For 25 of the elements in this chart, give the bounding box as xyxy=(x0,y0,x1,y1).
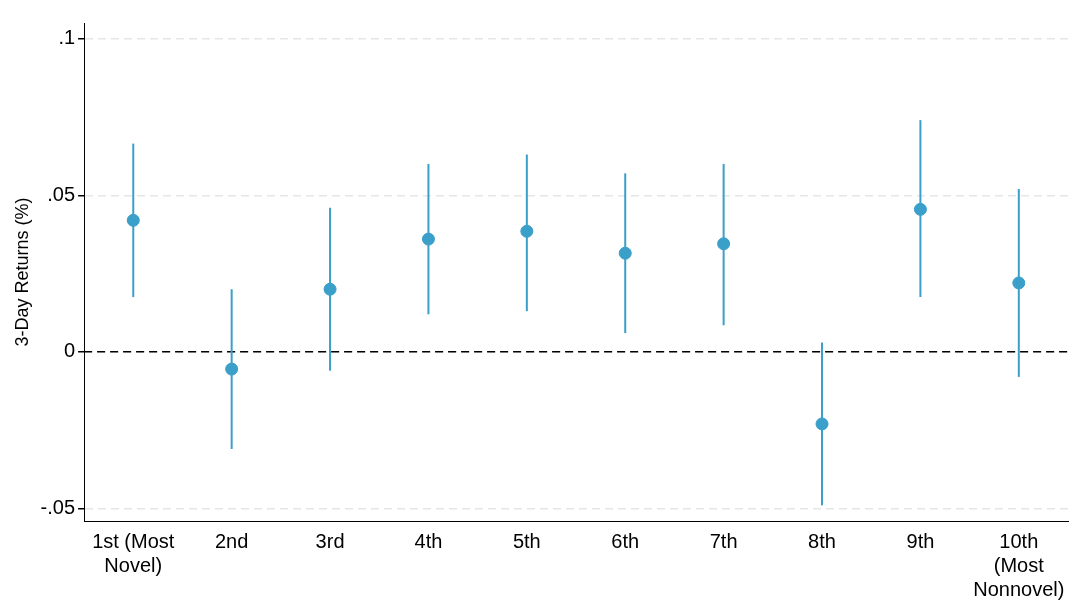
point xyxy=(815,417,829,431)
x-tick-label: 1st (Most Novel) xyxy=(92,529,175,576)
point xyxy=(520,224,534,238)
x-tick-label: 10th (Most Nonnovel) xyxy=(973,529,1065,600)
point xyxy=(126,213,140,227)
point xyxy=(1012,276,1026,290)
x-tick-label: 3rd xyxy=(315,529,345,552)
x-tick-label: 6th xyxy=(611,529,640,552)
x-tick-label: 4th xyxy=(414,529,443,552)
x-tick-label: 7th xyxy=(709,529,738,552)
y-tick-label: .05 xyxy=(47,182,76,205)
x-tick-label: 8th xyxy=(808,529,836,552)
point xyxy=(913,202,927,216)
y-axis-title: 3-Day Returns (%) xyxy=(11,197,32,347)
point xyxy=(323,282,337,296)
point xyxy=(421,232,435,246)
y-tick-label: -.05 xyxy=(40,495,76,518)
y-tick-label: 0 xyxy=(63,339,76,362)
point xyxy=(717,237,731,251)
x-tick-label: 5th xyxy=(512,529,541,552)
x-tick-label: 9th xyxy=(906,529,935,552)
point xyxy=(225,362,239,376)
point xyxy=(618,246,632,260)
y-tick-label: .1 xyxy=(58,26,76,49)
x-tick-label: 2nd xyxy=(214,529,249,552)
